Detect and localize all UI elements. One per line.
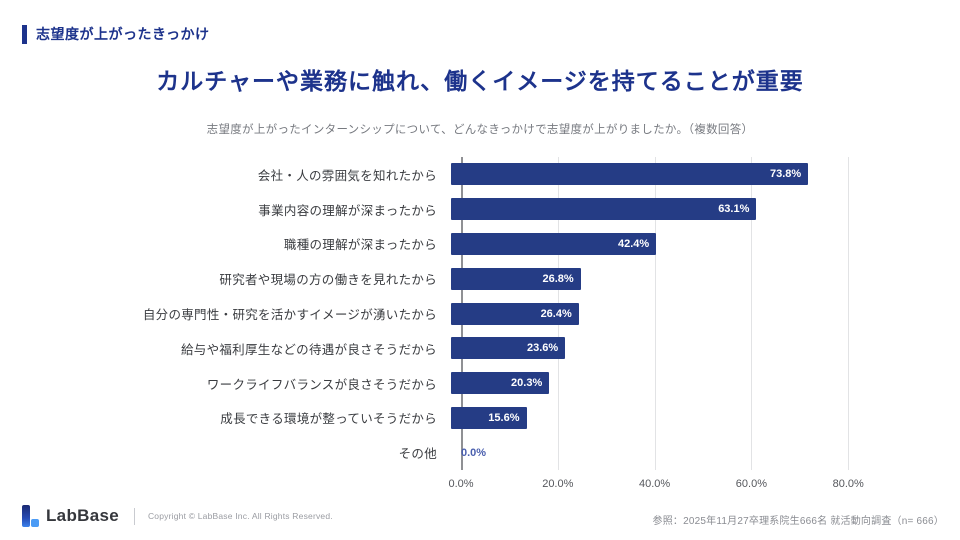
bar-rows: 会社・人の雰囲気を知れたから 73.8% 事業内容の理解が深まったから 63.1% 職種… (0, 157, 960, 470)
gridline (654, 157, 656, 470)
labbase-logo-text: LabBase (46, 506, 119, 525)
category-label: 職種の理解が深まったから (283, 238, 437, 253)
gridline (848, 157, 850, 470)
slide-title: カルチャーや業務に触れ、働くイメージを持てることが重要 (156, 68, 804, 94)
bar-zone: 26.8% (449, 267, 960, 290)
value-label: 26.4% (540, 307, 572, 320)
survey-question-subtitle: 志望度が上がったインターンシップについて、どんなきっかけで志望度が上がりましたか… (206, 124, 754, 136)
category-label: ワークライフバランスが良さそうだから (206, 377, 437, 392)
bar-row: その他 0.0% (0, 435, 960, 470)
x-axis-tick: 40.0% (638, 478, 671, 490)
bar-zone: 63.1% (449, 198, 960, 221)
bar: 15.6% (451, 406, 527, 429)
x-axis-tick: 20.0% (542, 478, 574, 490)
value-label-zero: 0.0% (461, 446, 487, 459)
bar-row: 職種の理解が深まったから 42.4% (0, 227, 960, 262)
value-label: 23.6% (527, 342, 559, 355)
bar-row: 会社・人の雰囲気を知れたから 73.8% (0, 157, 960, 192)
category-label: 会社・人の雰囲気を知れたから (257, 168, 437, 183)
bar-row: 給与や福利厚生などの待遇が良さそうだから 23.6% (0, 331, 960, 366)
value-label: 73.8% (769, 168, 802, 181)
x-axis-tick: 0.0% (448, 478, 474, 490)
bar-row: ワークライフバランスが良さそうだから 20.3% (0, 366, 960, 401)
bar: 42.4% (451, 232, 657, 255)
bar-row: 自分の専門性・研究を活かすイメージが湧いたから 26.4% (0, 296, 960, 331)
gridline (751, 157, 753, 470)
source-note: 参照：2025年11月27卒理系院生666名 就活動向調査（n= 666） (652, 516, 944, 527)
kicker-accent-bar (22, 24, 27, 44)
value-label: 15.6% (488, 411, 520, 424)
bar: 63.1% (451, 198, 757, 221)
value-label: 20.3% (511, 377, 543, 390)
footer-brand: LabBase Copyright © LabBase Inc. All Rig… (22, 505, 333, 527)
category-label: 研究者や現場の方の働きを見れたから (219, 273, 437, 288)
category-label: 自分の専門性・研究を活かすイメージが湧いたから (142, 308, 437, 323)
section-kicker: 志望度が上がったきっかけ (22, 24, 209, 44)
x-axis-tick-labels: 0.0% 20.0% 40.0% 60.0% 80.0% (448, 478, 864, 494)
bar-zone: 42.4% (449, 232, 960, 255)
x-axis-tick: 80.0% (832, 478, 864, 490)
bar: 26.8% (451, 267, 581, 290)
copyright-text: Copyright © LabBase Inc. All Rights Rese… (147, 511, 333, 521)
kicker-label: 志望度が上がったきっかけ (36, 26, 210, 42)
bar-zone: 26.4% (449, 302, 960, 325)
category-label: その他 (398, 447, 437, 462)
bar-zone: 0.0% (449, 442, 960, 464)
bar-row: 研究者や現場の方の働きを見れたから 26.8% (0, 261, 960, 296)
bar-zone: 15.6% (449, 406, 960, 429)
bar-zone: 73.8% (449, 163, 960, 186)
x-axis-tick: 60.0% (735, 478, 767, 490)
category-label: 事業内容の理解が深まったから (258, 203, 437, 218)
bar: 26.4% (451, 302, 579, 325)
footer-divider (133, 507, 135, 525)
bar-row: 事業内容の理解が深まったから 63.1% (0, 192, 960, 227)
bar-zone: 23.6% (449, 337, 960, 360)
value-label: 26.8% (542, 272, 574, 285)
category-label: 給与や福利厚生などの待遇が良さそうだから (180, 342, 437, 357)
bar: 23.6% (451, 337, 566, 360)
bar-chart: 会社・人の雰囲気を知れたから 73.8% 事業内容の理解が深まったから 63.1% 職種… (0, 157, 960, 490)
labbase-logo-icon (22, 505, 39, 527)
value-label: 63.1% (718, 203, 750, 216)
value-label: 42.4% (618, 237, 650, 250)
category-label: 成長できる環境が整っていそうだから (220, 412, 437, 427)
bar: 73.8% (451, 163, 809, 186)
bar-row: 成長できる環境が整っていそうだから 15.6% (0, 400, 960, 435)
bar-zone: 20.3% (449, 372, 960, 395)
bar: 20.3% (451, 372, 550, 395)
